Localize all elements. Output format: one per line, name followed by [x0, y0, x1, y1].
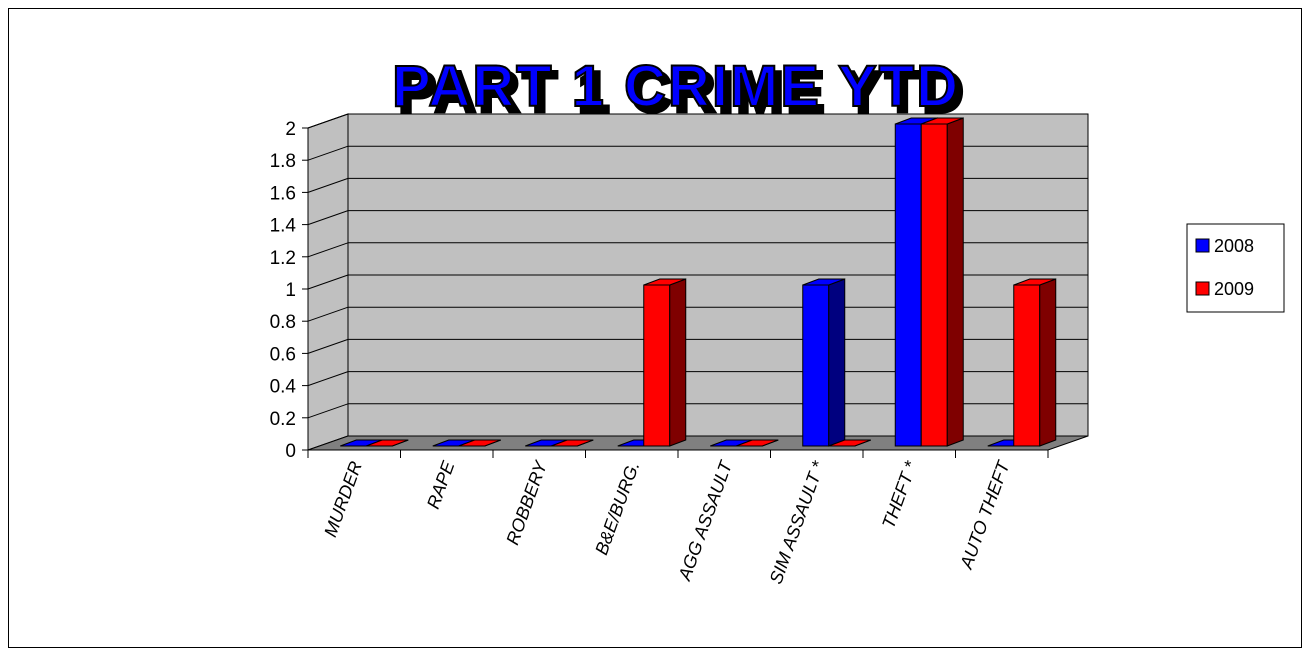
bar-top: [551, 439, 594, 447]
bar-top: [736, 439, 779, 447]
x-category-label: AUTO THEFT: [956, 457, 1014, 573]
bar-2009-MURDER: [366, 439, 409, 447]
bar-top: [828, 439, 871, 447]
y-tick-label: 2: [285, 119, 296, 140]
y-tick-label: 1.2: [270, 248, 296, 269]
bar-2009-RAPE: [458, 439, 501, 447]
x-axis: MURDER RAPE ROBBERY B&E/BURG. AGG ASSAULT SIM…: [307, 449, 1049, 587]
chart-title-shadow: PART 1 CRIME YTD: [398, 60, 966, 125]
bar-2009-AGG ASSAULT: [736, 439, 779, 447]
bar-top: [921, 117, 964, 125]
bar-front: [1013, 284, 1041, 447]
y-axis: 0 0.2 0.4 0.6 0.8 1 1.2 1.4 1.6 1.8 2: [270, 119, 309, 462]
y-tick-label: 0.2: [270, 409, 296, 430]
side-gridline: [307, 242, 349, 258]
bar-2008-SIM ASSAULT *: [802, 278, 846, 447]
legend-swatch-2009: [1195, 281, 1210, 296]
x-category-label: ROBBERY: [502, 457, 551, 548]
y-tick-label: 1: [285, 280, 296, 301]
legend: 2008 2009: [1186, 223, 1285, 313]
bar-side: [1039, 278, 1057, 447]
side-gridline: [307, 338, 349, 354]
legend-label-2008: 2008: [1214, 236, 1254, 256]
bar-2009-B&E/BURG.: [643, 278, 687, 447]
bar-top: [458, 439, 501, 447]
bar-side: [946, 117, 964, 447]
bars: [340, 117, 1057, 447]
side-gridline: [307, 210, 349, 226]
x-category-label: THEFT *: [878, 458, 921, 532]
side-gridline: [307, 306, 349, 322]
legend-label-2009: 2009: [1214, 279, 1254, 299]
y-tick-label: 1.8: [270, 151, 296, 172]
side-gridline: [307, 145, 349, 161]
bar-top: [643, 278, 686, 286]
bar-top: [802, 278, 845, 286]
y-tick-label: 1.4: [270, 216, 297, 237]
bar-front: [894, 123, 922, 447]
x-category-label: SIM ASSAULT *: [766, 458, 829, 587]
bar-2009-THEFT *: [920, 117, 964, 447]
chart-title: PART 1 CRIME YTD: [392, 54, 960, 119]
x-category-label: B&E/BURG.: [591, 459, 643, 558]
bar-front: [643, 284, 671, 447]
legend-swatch-2008: [1195, 238, 1210, 253]
y-tick-label: 1.6: [270, 183, 296, 204]
y-tick-label: 0.4: [270, 377, 297, 398]
bar-front: [802, 284, 830, 447]
bar-top: [1013, 278, 1056, 286]
side-gridline: [307, 371, 349, 387]
floor: [307, 435, 1089, 451]
bar-2009-AUTO THEFT: [1013, 278, 1057, 447]
bar-2009-SIM ASSAULT *: [828, 439, 871, 447]
bar-front: [920, 123, 948, 447]
side-gridline: [307, 113, 349, 129]
side-gridline: [307, 177, 349, 193]
bar-2009-ROBBERY: [551, 439, 594, 447]
gridlines: [307, 113, 1088, 419]
x-category-label: AGG ASSAULT: [674, 457, 737, 584]
chart-title-group: PART 1 CRIME YTD PART 1 CRIME YTD: [391, 53, 966, 127]
x-category-label: MURDER: [320, 459, 366, 540]
y-tick-label: 0.8: [270, 312, 296, 333]
bar-side: [669, 278, 687, 447]
chart-walls: [307, 113, 1089, 451]
bar-side: [828, 278, 846, 447]
y-tick-label: 0.6: [270, 344, 296, 365]
x-category-label: RAPE: [423, 458, 459, 512]
side-gridline: [307, 403, 349, 419]
bar-top: [366, 439, 409, 447]
side-gridline: [307, 274, 349, 290]
y-tick-label: 0: [285, 441, 296, 462]
